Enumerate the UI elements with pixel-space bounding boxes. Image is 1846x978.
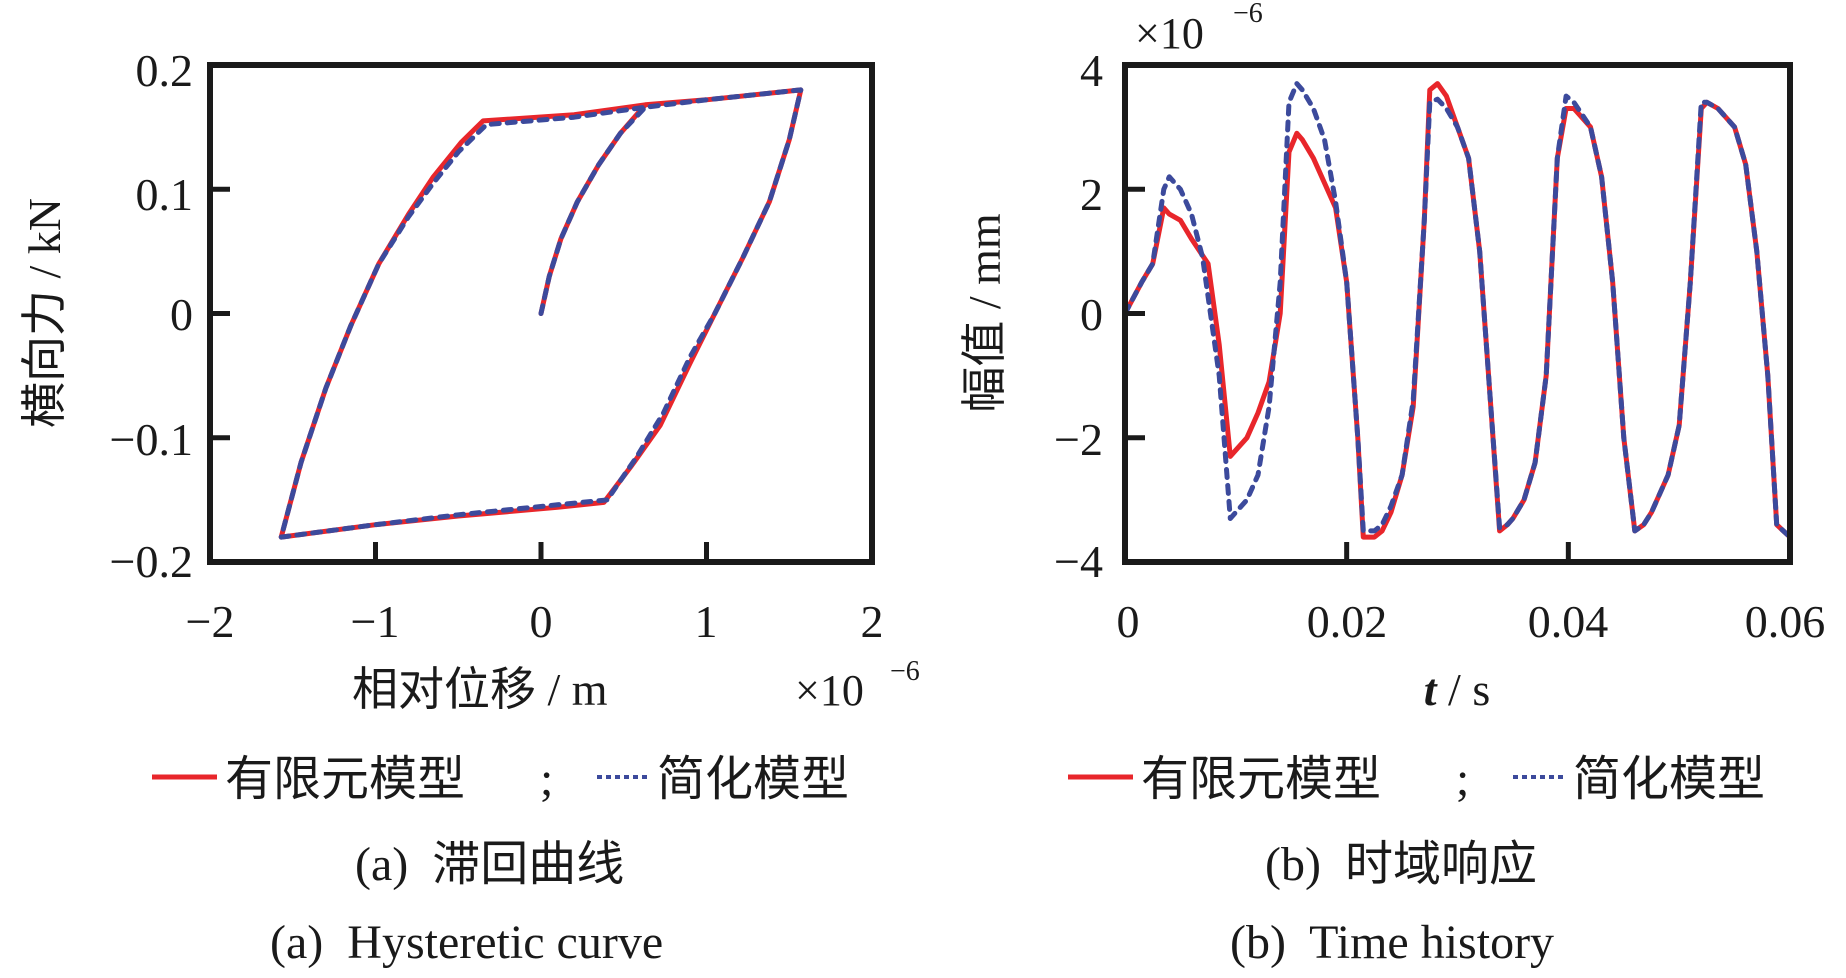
panel-b-series — [1122, 81, 1793, 540]
panel-a-ytick-label: −0.2 — [110, 536, 193, 587]
legend-label-simplified: 简化模型 — [1573, 753, 1765, 806]
panel-a-ytick-labels: 0.2 0.1 0 −0.1 −0.2 — [110, 45, 193, 587]
panel-a-legend: 有限元模型 ; 简化模型 — [152, 753, 849, 806]
panel-a-series-simplified-line — [278, 87, 804, 540]
panel-a-ticks — [210, 186, 709, 562]
panel-b-xtick-labels: 0 0.02 0.04 0.06 — [1117, 596, 1826, 647]
panel-a-xtick-label: −2 — [186, 596, 235, 647]
panel-b-series-simplified-line — [1122, 81, 1793, 540]
panel-b-y-multiplier-exp: −6 — [1233, 0, 1263, 29]
legend-label-fem: 有限元模型 — [1141, 753, 1381, 806]
panel-a-x-multiplier: ×10 — [795, 666, 864, 715]
panel-b-xtick-label: 0.02 — [1307, 596, 1388, 647]
panel-a-x-multiplier-exp: −6 — [890, 656, 920, 687]
panel-b-ytick-label: 2 — [1080, 169, 1103, 220]
panel-a-caption-en: (a) Hysteretic curve — [270, 916, 663, 969]
panel-a-xtick-label: 2 — [861, 596, 884, 647]
panel-a-xlabel: 相对位移 / m — [352, 664, 608, 715]
panel-a: 0.2 0.1 0 −0.1 −0.2 −2 −1 0 1 2 横向力 / kN… — [19, 45, 920, 969]
panel-b-xtick-label: 0.04 — [1528, 596, 1609, 647]
panel-b-ytick-labels: 4 2 0 −2 −4 — [1054, 45, 1103, 587]
panel-b-ytick-label: −4 — [1054, 536, 1103, 587]
panel-b-ytick-label: −2 — [1054, 414, 1103, 465]
panel-b-ylabel: 幅值 / mm — [959, 213, 1010, 413]
panel-b-legend: 有限元模型 ; 简化模型 — [1068, 753, 1765, 806]
panel-a-caption-zh: (a) 滞回曲线 — [355, 838, 624, 891]
panel-b-ytick-label: 0 — [1080, 289, 1103, 340]
panel-b-ticks — [1125, 186, 1571, 562]
panel-b-xlabel: t / s — [1424, 664, 1490, 715]
panel-a-ytick-label: 0.2 — [136, 45, 194, 96]
panel-b-caption-en: (b) Time history — [1230, 916, 1554, 969]
panel-b-xtick-label: 0 — [1117, 596, 1140, 647]
panel-b-xtick-label: 0.06 — [1745, 596, 1826, 647]
panel-a-ytick-label: 0 — [170, 289, 193, 340]
panel-a-series — [278, 87, 804, 540]
panel-a-xtick-label: −1 — [351, 596, 400, 647]
legend-label-simplified: 简化模型 — [657, 753, 849, 806]
panel-b-xlabel-var: t — [1424, 664, 1438, 715]
legend-label-fem: 有限元模型 — [225, 753, 465, 806]
panel-b: 4 2 0 −2 −4 0 0.02 0.04 0.06 ×10 −6 幅值 /… — [959, 0, 1825, 969]
panel-a-xtick-label: 1 — [695, 596, 718, 647]
panel-a-ytick-label: 0.1 — [136, 169, 194, 220]
panel-a-xtick-label: 0 — [530, 596, 553, 647]
legend-separator: ; — [540, 753, 553, 806]
panel-b-xlabel-unit: / s — [1437, 664, 1491, 715]
panel-a-ytick-label: −0.1 — [110, 414, 193, 465]
panel-a-xtick-labels: −2 −1 0 1 2 — [186, 596, 884, 647]
panel-b-ytick-label: 4 — [1080, 45, 1103, 96]
legend-separator: ; — [1456, 753, 1469, 806]
panel-b-y-multiplier: ×10 — [1135, 9, 1204, 58]
panel-a-ylabel: 横向力 / kN — [19, 198, 70, 428]
panel-b-caption-zh: (b) 时域响应 — [1265, 838, 1537, 891]
